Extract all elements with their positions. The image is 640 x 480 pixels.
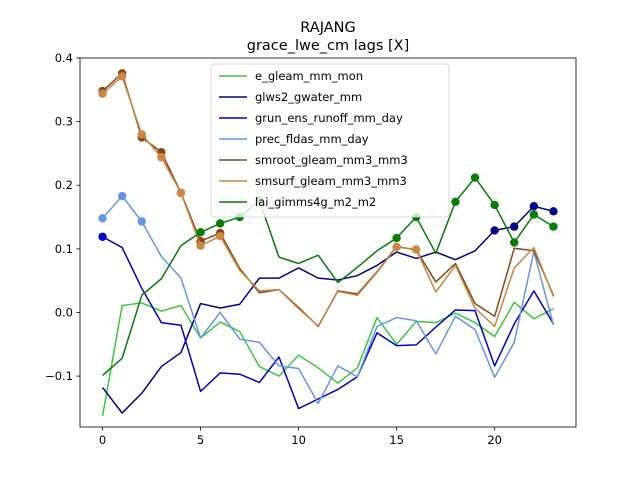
legend-label: prec_fldas_mm_day bbox=[255, 132, 369, 146]
data-point bbox=[98, 89, 107, 98]
series-smsurf_gleam_mm3_mm3 bbox=[98, 72, 555, 328]
data-point bbox=[510, 238, 519, 247]
data-point bbox=[412, 245, 421, 254]
data-point bbox=[392, 233, 401, 243]
x-tick-label: 0 bbox=[99, 433, 106, 447]
y-tick-label: 0.0 bbox=[55, 305, 73, 319]
data-point bbox=[549, 222, 558, 231]
data-point bbox=[215, 219, 225, 228]
data-point bbox=[137, 217, 146, 226]
axis-ticks: 0 5 10 15 20 −0.1 0.0 0.1 0.2 0.3 0.4 bbox=[45, 51, 502, 447]
series-line bbox=[102, 176, 554, 377]
data-point bbox=[490, 226, 499, 235]
data-point bbox=[215, 231, 225, 241]
data-point bbox=[529, 202, 539, 211]
series-prec_fldas_mm_day bbox=[98, 191, 555, 405]
x-tick-label: 15 bbox=[389, 433, 404, 447]
data-point bbox=[98, 214, 107, 223]
data-point bbox=[549, 207, 558, 216]
data-point bbox=[137, 130, 146, 139]
legend-label: glws2_gwater_mm bbox=[255, 90, 362, 104]
chart-subtitle: grace_lwe_cm lags [X] bbox=[247, 38, 410, 54]
series-e_gleam_mm_mon bbox=[101, 301, 554, 417]
x-tick-label: 20 bbox=[487, 433, 502, 447]
data-point bbox=[490, 200, 499, 210]
y-tick-label: 0.3 bbox=[55, 115, 73, 129]
plot-area bbox=[79, 57, 577, 428]
legend-box bbox=[210, 63, 450, 218]
data-point bbox=[117, 191, 127, 201]
legend-label: grun_ens_runoff_mm_day bbox=[255, 111, 403, 125]
data-point bbox=[392, 242, 401, 252]
y-tick-label: 0.1 bbox=[55, 242, 73, 256]
series-line bbox=[101, 301, 554, 417]
legend-label: e_gleam_mm_mon bbox=[255, 69, 363, 83]
data-point bbox=[117, 72, 127, 81]
legend-label: smsurf_gleam_mm3_mm3 bbox=[255, 174, 407, 188]
legend-label: lai_gimms4g_m2_m2 bbox=[255, 195, 376, 209]
data-point bbox=[98, 232, 107, 241]
y-tick-label: 0.4 bbox=[55, 51, 73, 65]
data-point bbox=[529, 210, 539, 219]
y-tick-label: 0.2 bbox=[55, 178, 73, 192]
data-point bbox=[470, 173, 480, 182]
data-point bbox=[196, 228, 205, 237]
axes-frame bbox=[79, 57, 577, 428]
series-grun_ens_runoff_mm_day bbox=[98, 232, 555, 410]
x-tick-label: 5 bbox=[197, 433, 204, 447]
data-point bbox=[451, 197, 460, 206]
series-glws2_gwater_mm bbox=[101, 202, 558, 414]
y-tick-label: −0.1 bbox=[45, 369, 73, 383]
series-line bbox=[102, 75, 555, 328]
series-line bbox=[101, 205, 554, 414]
data-point bbox=[196, 241, 205, 250]
series-line bbox=[101, 195, 555, 405]
series-line bbox=[102, 236, 555, 410]
data-point bbox=[176, 188, 186, 198]
legend-label: smroot_gleam_mm3_mm3 bbox=[255, 153, 408, 167]
data-point bbox=[157, 153, 166, 162]
x-tick-label: 10 bbox=[291, 433, 306, 447]
data-point bbox=[510, 222, 519, 231]
chart-title: RAJANG bbox=[300, 20, 355, 36]
legend: e_gleam_mm_mon glws2_gwater_mm grun_ens_ru… bbox=[210, 63, 450, 218]
